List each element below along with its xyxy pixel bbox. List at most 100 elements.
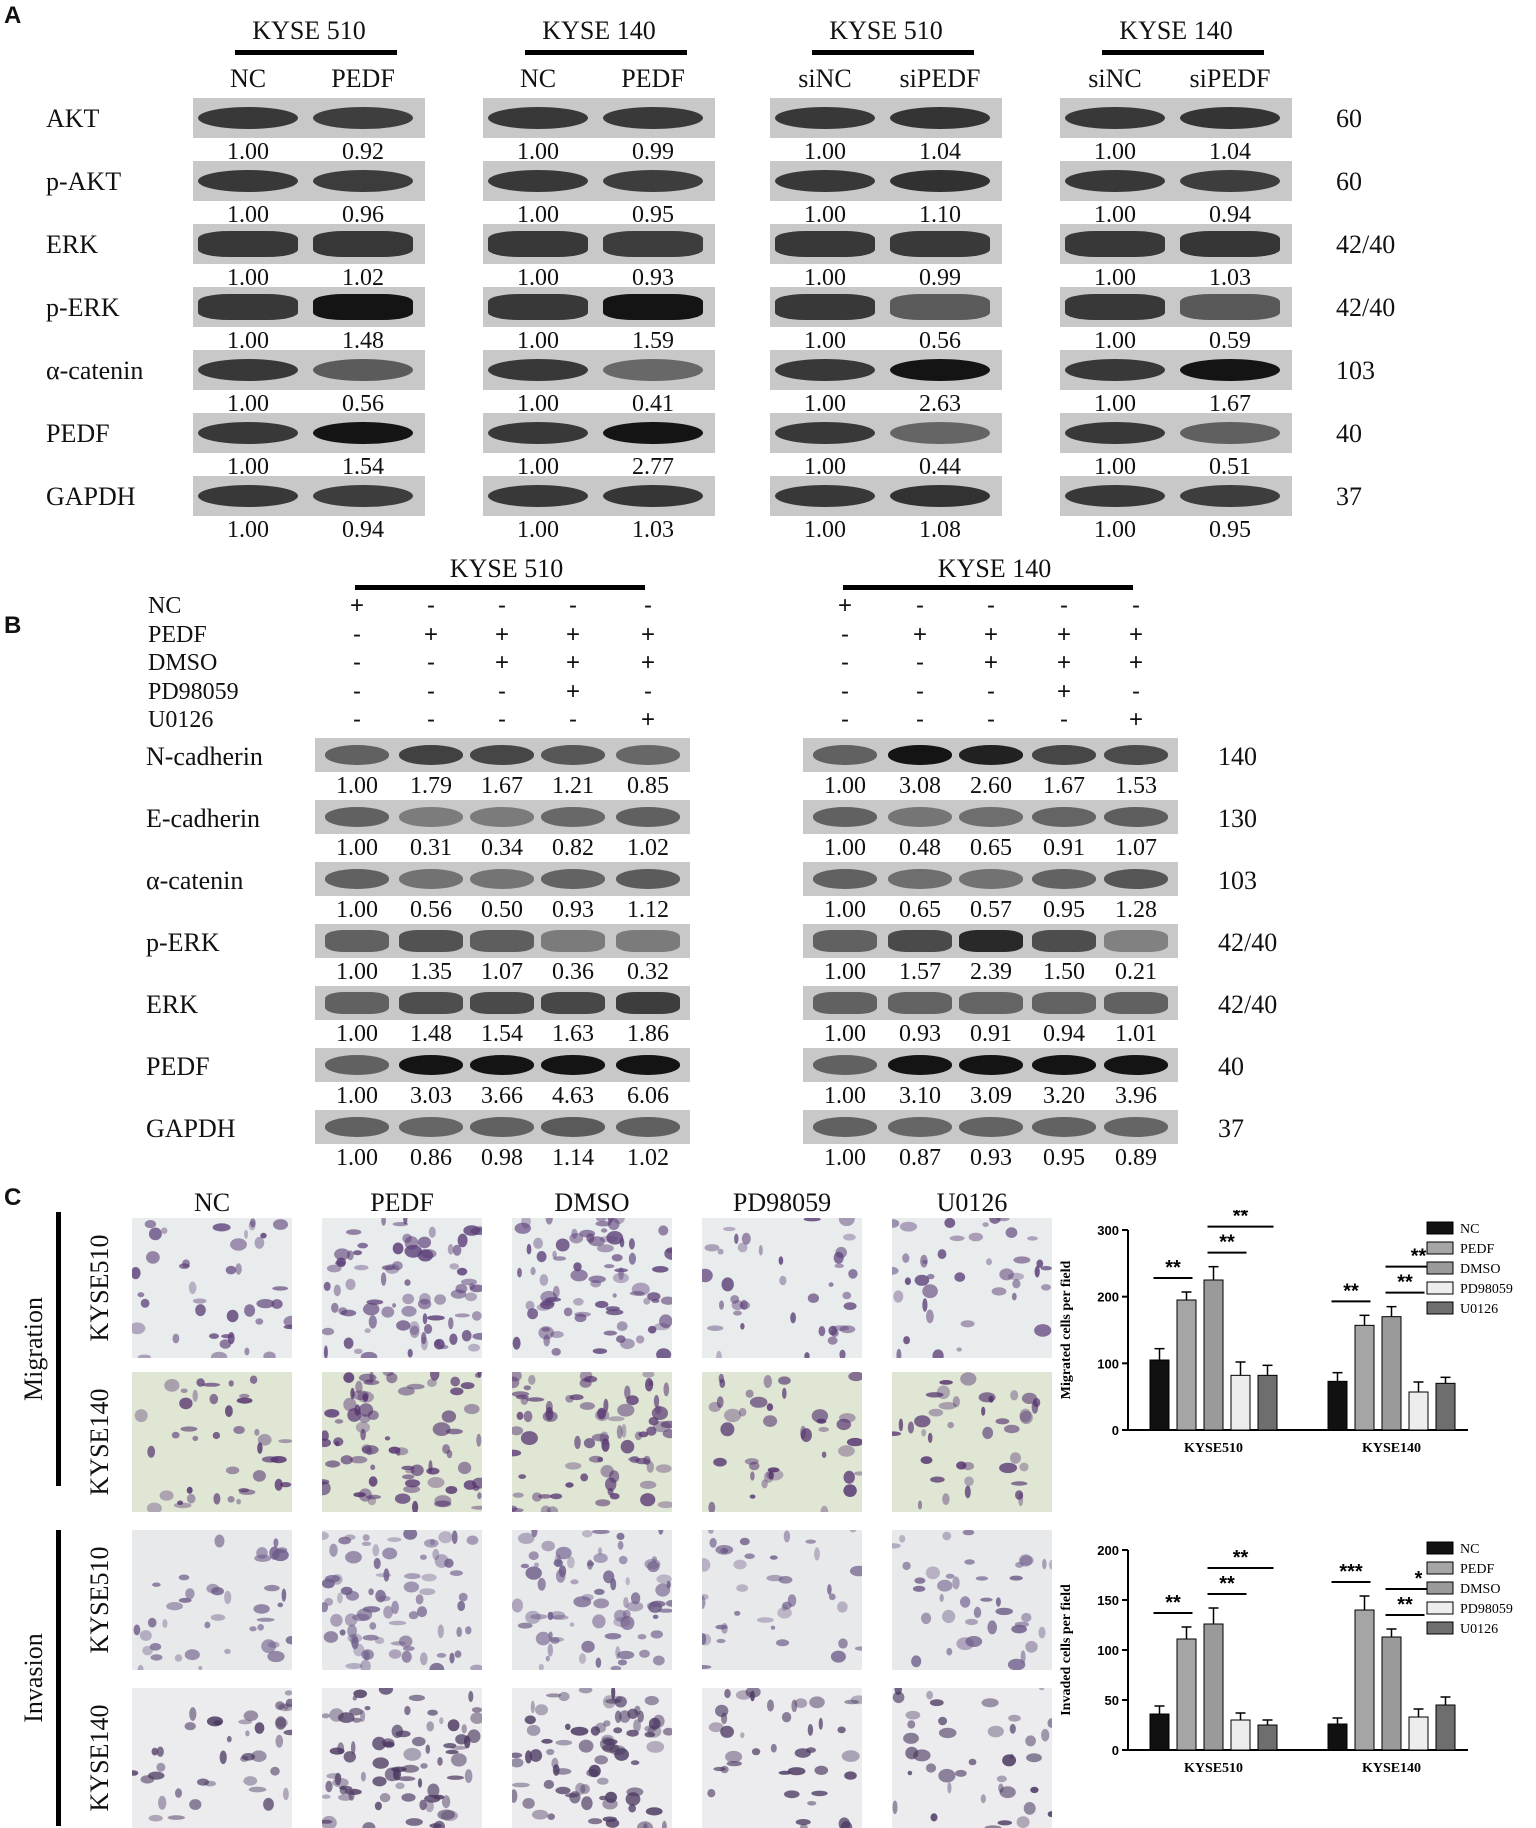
stained-cell	[520, 1431, 538, 1446]
stained-cell	[362, 1634, 379, 1641]
significance-label: **	[1233, 1210, 1249, 1228]
stained-cell	[343, 1397, 357, 1412]
protein-band	[325, 992, 389, 1014]
stained-cell	[626, 1395, 639, 1406]
stained-cell	[937, 1249, 947, 1260]
protein-band	[959, 745, 1023, 765]
stained-cell	[565, 1482, 574, 1488]
stained-cell	[146, 1502, 162, 1512]
western-blot-strip	[193, 476, 425, 516]
protein-band	[616, 1117, 680, 1137]
protein-label: p-ERK	[146, 928, 220, 957]
stained-cell	[623, 1597, 629, 1608]
quant-value: 0.59	[1209, 328, 1251, 354]
stained-cell	[613, 1616, 631, 1628]
stained-cell	[526, 1243, 532, 1255]
stained-cell	[541, 1327, 551, 1332]
stained-cell	[942, 1609, 956, 1624]
stained-cell	[766, 1574, 784, 1582]
bar	[1435, 1704, 1456, 1751]
stained-cell	[450, 1745, 467, 1750]
stained-cell	[388, 1620, 407, 1626]
stained-cell	[185, 1588, 195, 1600]
stained-cell	[211, 1351, 228, 1358]
stained-cell	[363, 1650, 370, 1661]
western-blot-strip	[193, 287, 425, 327]
stained-cell	[404, 1279, 411, 1286]
quant-value: 0.99	[632, 139, 674, 165]
stained-cell	[419, 1588, 436, 1596]
stained-cell	[565, 1462, 582, 1470]
stained-cell	[556, 1556, 561, 1565]
bar	[1149, 1359, 1170, 1431]
molecular-weight: 42/40	[1336, 230, 1396, 259]
stained-cell	[428, 1460, 433, 1474]
stained-cell	[1005, 1227, 1018, 1238]
stained-cell	[512, 1372, 522, 1382]
stained-cell	[471, 1311, 482, 1321]
stained-cell	[441, 1410, 457, 1423]
protein-band	[541, 869, 605, 889]
bar	[1408, 1391, 1429, 1431]
stained-cell	[425, 1800, 434, 1813]
stained-cell	[1009, 1723, 1016, 1734]
stained-cell	[575, 1782, 586, 1795]
stained-cell	[254, 1722, 265, 1734]
bar	[1257, 1724, 1278, 1751]
stained-cell	[365, 1494, 382, 1500]
stained-cell	[195, 1304, 206, 1317]
stained-cell	[279, 1482, 292, 1488]
stained-cell	[391, 1724, 403, 1738]
quant-value: 0.32	[627, 959, 669, 985]
protein-band	[959, 930, 1023, 952]
stained-cell	[463, 1225, 481, 1236]
stained-cell	[180, 1426, 198, 1432]
stained-cell	[777, 1607, 792, 1619]
stained-cell	[642, 1372, 655, 1378]
treatment-sign: -	[569, 706, 577, 733]
stained-cell	[921, 1429, 927, 1437]
stained-cell	[996, 1218, 1010, 1222]
legend-label: PEDF	[1460, 1242, 1494, 1257]
stained-cell	[323, 1345, 328, 1358]
stained-cell	[905, 1710, 921, 1720]
protein-band	[1104, 745, 1168, 765]
stained-cell	[1009, 1575, 1023, 1581]
stained-cell	[334, 1248, 351, 1261]
stained-cell	[807, 1724, 814, 1736]
stained-cell	[553, 1559, 563, 1568]
stained-cell	[892, 1543, 901, 1549]
stained-cell	[226, 1309, 239, 1323]
protein-band	[325, 807, 389, 827]
protein-band	[313, 106, 413, 130]
protein-band	[813, 869, 877, 889]
stained-cell	[526, 1397, 545, 1402]
stained-cell	[1041, 1284, 1051, 1291]
stained-cell	[189, 1799, 202, 1810]
stained-cell	[551, 1757, 559, 1769]
treatment-sign: +	[983, 649, 998, 676]
stained-cell	[512, 1376, 520, 1389]
stained-cell	[538, 1664, 544, 1670]
stained-cell	[523, 1385, 532, 1391]
protein-band	[399, 930, 463, 952]
stained-cell	[594, 1588, 605, 1595]
stained-cell	[156, 1746, 164, 1757]
stained-cell	[660, 1296, 672, 1305]
stained-cell	[228, 1380, 234, 1387]
stained-cell	[383, 1605, 393, 1619]
stained-cell	[249, 1626, 257, 1632]
stained-cell	[782, 1601, 792, 1610]
stained-cell	[597, 1547, 603, 1555]
stained-cell	[255, 1318, 264, 1325]
stained-cell	[530, 1614, 548, 1620]
stained-cell	[927, 1432, 933, 1443]
stained-cell	[769, 1555, 778, 1560]
stained-cell	[926, 1273, 935, 1280]
stained-cell	[401, 1650, 412, 1663]
stained-cells	[322, 1530, 482, 1670]
stained-cell	[470, 1712, 482, 1724]
stained-cell	[586, 1233, 595, 1243]
stained-cell	[368, 1315, 377, 1329]
quant-value: 0.91	[1043, 835, 1085, 861]
